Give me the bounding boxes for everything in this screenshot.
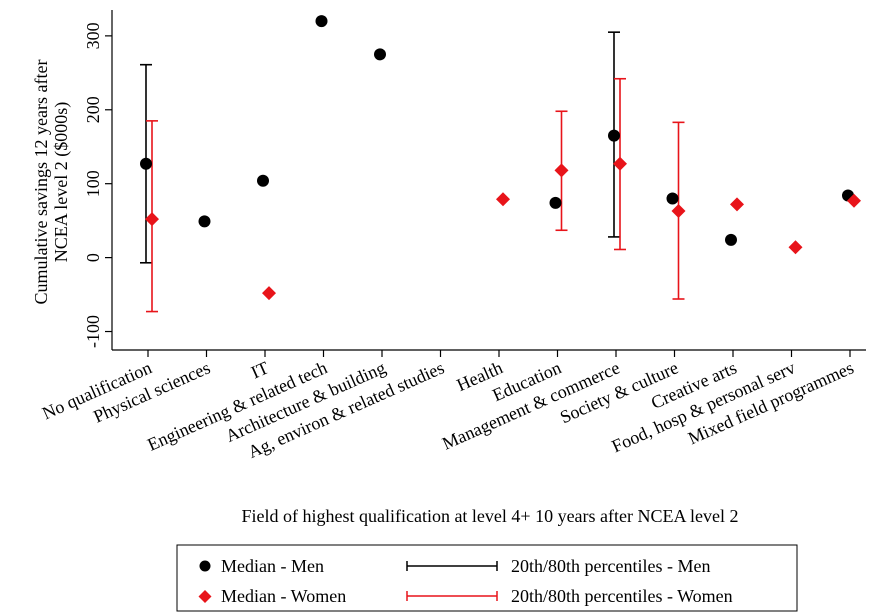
x-tick-label-it: IT [248, 357, 272, 382]
point-median-women-mixed-field-programmes [847, 193, 861, 208]
y-tick-label: 300 [83, 22, 103, 49]
y-tick-label: 100 [83, 170, 103, 197]
point-median-men-management-commerce [608, 129, 620, 142]
legend: Median - Men Median - Women 20th/80th pe… [176, 544, 798, 612]
x-axis-label: Field of highest qualification at level … [241, 506, 738, 526]
y-axis-label: Cumulative savings 12 years after [31, 60, 51, 305]
legend-marker-percentiles-women [406, 591, 498, 601]
legend-label-percentiles-women: 20th/80th percentiles - Women [511, 586, 733, 606]
point-median-women-management-commerce [613, 156, 627, 171]
point-median-women-it [262, 286, 276, 301]
y-tick-label: 200 [83, 96, 103, 123]
point-median-men-no-qualification [140, 157, 152, 170]
point-median-men-education [549, 196, 562, 209]
y-tick-label: 0 [83, 253, 103, 262]
legend-label-percentiles-men: 20th/80th percentiles - Men [511, 556, 710, 576]
y-axis-label-line2: NCEA level 2 ($000s) [51, 102, 72, 262]
point-median-women-no-qualification [145, 212, 159, 227]
point-median-men-it [257, 174, 269, 187]
legend-marker-percentiles-men [406, 561, 498, 571]
legend-marker-median-women [198, 590, 212, 603]
point-median-women-health [496, 192, 510, 207]
legend-label-median-men: Median - Men [221, 556, 324, 576]
point-median-women-society-culture [671, 204, 686, 219]
point-median-men-engineering-related-tech [315, 15, 328, 28]
point-median-men-creative-arts [725, 233, 737, 246]
point-median-men-society-culture [666, 192, 679, 205]
axes [111, 10, 866, 351]
legend-box [176, 544, 798, 612]
legend-marker-median-men [199, 560, 211, 572]
legend-label-median-women: Median - Women [221, 586, 346, 606]
point-median-men-physical-sciences [198, 215, 211, 228]
error-bars [140, 31, 685, 313]
point-median-women-food-hosp-personal-serv [788, 240, 803, 255]
point-median-men-architecture-building [374, 48, 386, 61]
data-points [140, 15, 861, 301]
y-ticks: -100 0 100 200 300 [83, 22, 112, 348]
point-median-women-education [554, 163, 569, 178]
y-tick-label: -100 [83, 315, 103, 348]
point-median-women-creative-arts [730, 197, 744, 212]
